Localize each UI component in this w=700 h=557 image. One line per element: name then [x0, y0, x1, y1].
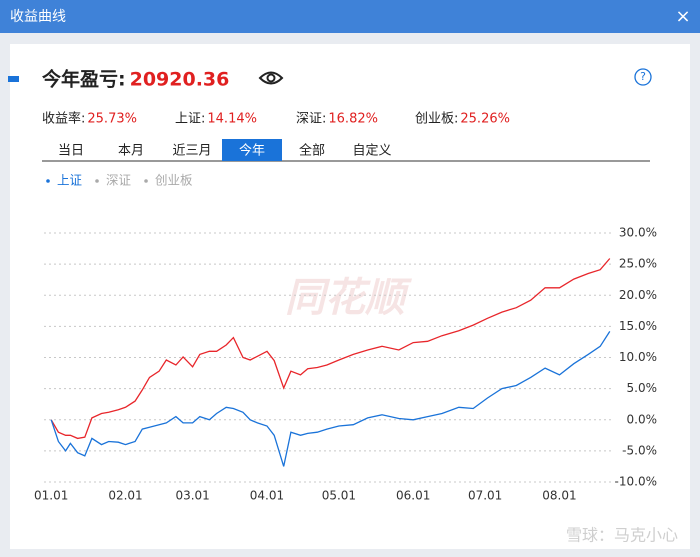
x-tick-label: 04.01 — [250, 489, 284, 503]
stat-label: 深证: — [296, 112, 326, 127]
tab[interactable]: 全部 — [299, 143, 325, 159]
legend-item[interactable]: 创业板 — [155, 173, 193, 188]
y-tick-label: -10.0% — [615, 475, 657, 489]
tab[interactable]: 本月 — [118, 144, 144, 159]
legend-dot[interactable] — [144, 179, 148, 183]
x-tick-label: 07.01 — [468, 489, 502, 503]
pnl-label: 今年盈亏: — [41, 68, 126, 91]
stat-value: 25.73% — [87, 112, 137, 127]
y-tick-label: 15.0% — [619, 319, 657, 333]
watermark: 同花顺 — [285, 275, 412, 321]
tab[interactable]: 近三月 — [172, 144, 211, 159]
stat-label: 创业板: — [415, 112, 458, 127]
y-tick-label: 20.0% — [619, 288, 657, 302]
tab[interactable]: 今年 — [239, 143, 265, 159]
legend-item[interactable]: 上证 — [57, 173, 83, 188]
close-button[interactable]: × — [675, 6, 690, 27]
series-line — [50, 258, 611, 440]
y-tick-label: -5.0% — [622, 443, 657, 457]
eye-icon[interactable] — [258, 71, 284, 85]
side-marker — [8, 76, 19, 82]
series-line — [50, 331, 611, 467]
legend-item[interactable]: 深证 — [106, 173, 132, 188]
legend-dot[interactable] — [95, 179, 99, 183]
x-tick-label: 03.01 — [175, 489, 209, 503]
y-tick-label: 10.0% — [619, 350, 657, 364]
eye-outline — [258, 71, 284, 85]
window-title: 收益曲线 — [10, 9, 66, 25]
pnl-value: 20920.36 — [130, 69, 230, 91]
x-tick-label: 08.01 — [542, 489, 576, 503]
y-tick-label: 5.0% — [627, 381, 658, 395]
x-tick-label: 05.01 — [322, 489, 356, 503]
x-tick-label: 01.01 — [34, 489, 68, 503]
tab[interactable]: 当日 — [58, 144, 84, 159]
x-tick-label: 06.01 — [396, 489, 430, 503]
eye-pupil — [266, 73, 276, 83]
content-panel — [10, 44, 690, 549]
tab-active-bg[interactable] — [222, 139, 282, 161]
stat-value: 14.14% — [207, 112, 257, 127]
x-tick-label: 02.01 — [108, 489, 142, 503]
stat-label: 上证: — [175, 112, 205, 127]
stat-label: 收益率: — [42, 111, 85, 127]
y-tick-label: 30.0% — [619, 226, 657, 240]
help-icon[interactable] — [634, 68, 652, 86]
stat-value: 16.82% — [328, 112, 378, 127]
tab[interactable]: 自定义 — [352, 144, 391, 159]
footer-watermark: 雪球：马克小心 — [566, 526, 678, 545]
y-tick-label: 25.0% — [619, 257, 657, 271]
y-tick-label: 0.0% — [627, 412, 658, 426]
help-text[interactable]: ? — [640, 70, 646, 83]
title-bar — [0, 0, 700, 33]
legend-dot[interactable] — [46, 179, 50, 183]
stat-value: 25.26% — [460, 112, 510, 127]
